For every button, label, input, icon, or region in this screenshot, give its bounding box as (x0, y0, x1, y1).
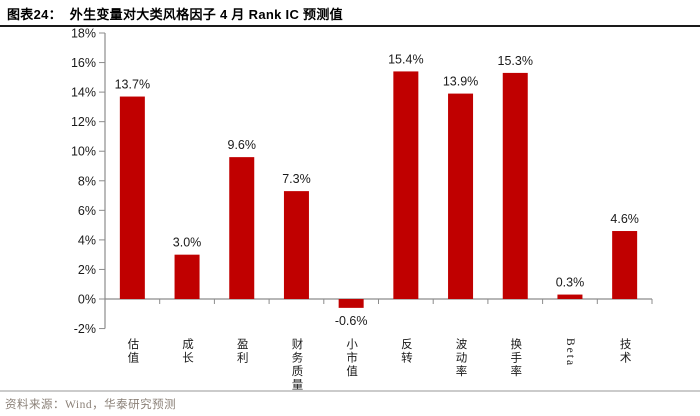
bar (612, 231, 638, 299)
bar (393, 71, 419, 299)
y-axis-tick-label: 2% (78, 263, 96, 277)
bar (502, 72, 528, 300)
y-axis-tick-label: 0% (78, 293, 96, 307)
title-rule (0, 25, 700, 27)
figure-title: 图表24： 外生变量对大类风格因子 4 月 Rank IC 预测值 (7, 7, 343, 22)
bar-value-label: 7.3% (282, 172, 311, 186)
bar-value-label: 15.3% (498, 54, 533, 68)
y-axis-tick-label: 16% (71, 56, 96, 70)
y-axis-tick-label: -2% (74, 322, 96, 336)
y-axis-tick-label: 10% (71, 145, 96, 159)
bar-value-label: 4.6% (610, 212, 639, 226)
bar-value-label: 3.0% (173, 236, 202, 250)
bar (119, 96, 145, 300)
bar-value-label: 0.3% (556, 276, 585, 290)
bar-value-label: 9.6% (228, 138, 257, 152)
bar (174, 254, 200, 299)
y-axis-tick-label: 8% (78, 174, 96, 188)
y-axis-tick-label: 14% (71, 86, 96, 100)
bar (557, 294, 583, 299)
footer-rule (0, 390, 700, 392)
y-axis-tick-label: 12% (71, 115, 96, 129)
bar-value-label: 13.9% (443, 75, 478, 89)
y-axis-tick-label: 4% (78, 233, 96, 247)
bar (283, 191, 309, 299)
bar (229, 157, 255, 299)
bar (338, 299, 364, 308)
bar-value-label: -0.6% (335, 314, 368, 328)
bar-value-label: 15.4% (388, 52, 423, 66)
bar (448, 93, 474, 299)
source-note: 资料来源：Wind，华泰研究预测 (5, 399, 177, 411)
y-axis-tick-label: 6% (78, 204, 96, 218)
bar-value-label: 13.7% (115, 78, 150, 92)
y-axis-tick-label: 18% (71, 27, 96, 41)
